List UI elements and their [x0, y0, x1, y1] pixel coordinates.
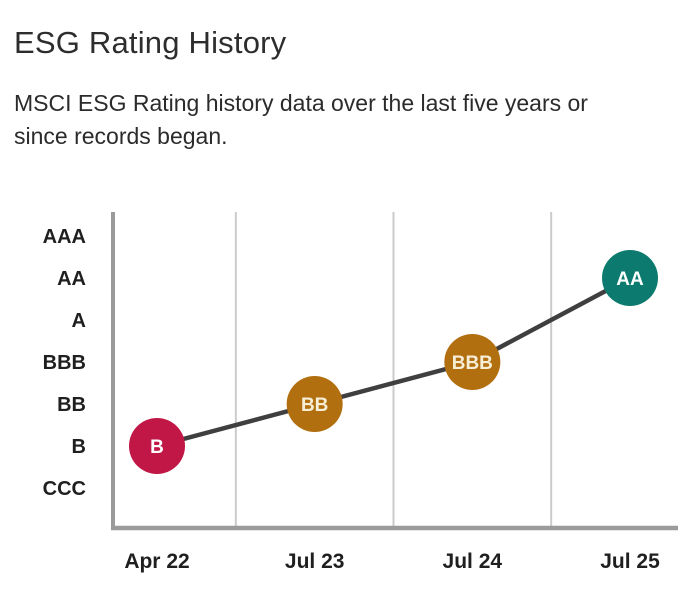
data-point-aa[interactable] — [602, 250, 658, 306]
data-point-label: BBB — [452, 353, 493, 374]
page-subtitle-line2: since records began. — [14, 123, 228, 149]
y-tick-label: AA — [57, 268, 86, 290]
data-point-bbb[interactable] — [444, 334, 501, 390]
data-point-b[interactable] — [129, 418, 185, 474]
x-tick-label: Jul 23 — [285, 550, 345, 573]
y-tick-label: BBB — [43, 352, 86, 374]
data-point-label: BB — [301, 395, 328, 416]
x-tick-label: Jul 25 — [600, 550, 660, 573]
data-point-label: AA — [616, 269, 644, 290]
x-tick-label: Jul 24 — [443, 550, 503, 573]
page-subtitle-line1: MSCI ESG Rating history data over the la… — [14, 90, 588, 116]
y-tick-label: B — [72, 436, 86, 458]
y-tick-label: A — [72, 310, 86, 332]
y-tick-label: AAA — [43, 226, 86, 248]
data-point-label: B — [150, 437, 164, 458]
data-point-bb[interactable] — [286, 376, 343, 432]
trend-line — [154, 275, 633, 449]
page-title: ESG Rating History — [14, 25, 287, 60]
y-tick-label: BB — [57, 394, 86, 416]
x-tick-label: Apr 22 — [124, 550, 189, 573]
page-subtitle: MSCI ESG Rating history data over the la… — [14, 87, 588, 153]
y-tick-label: CCC — [43, 478, 86, 500]
